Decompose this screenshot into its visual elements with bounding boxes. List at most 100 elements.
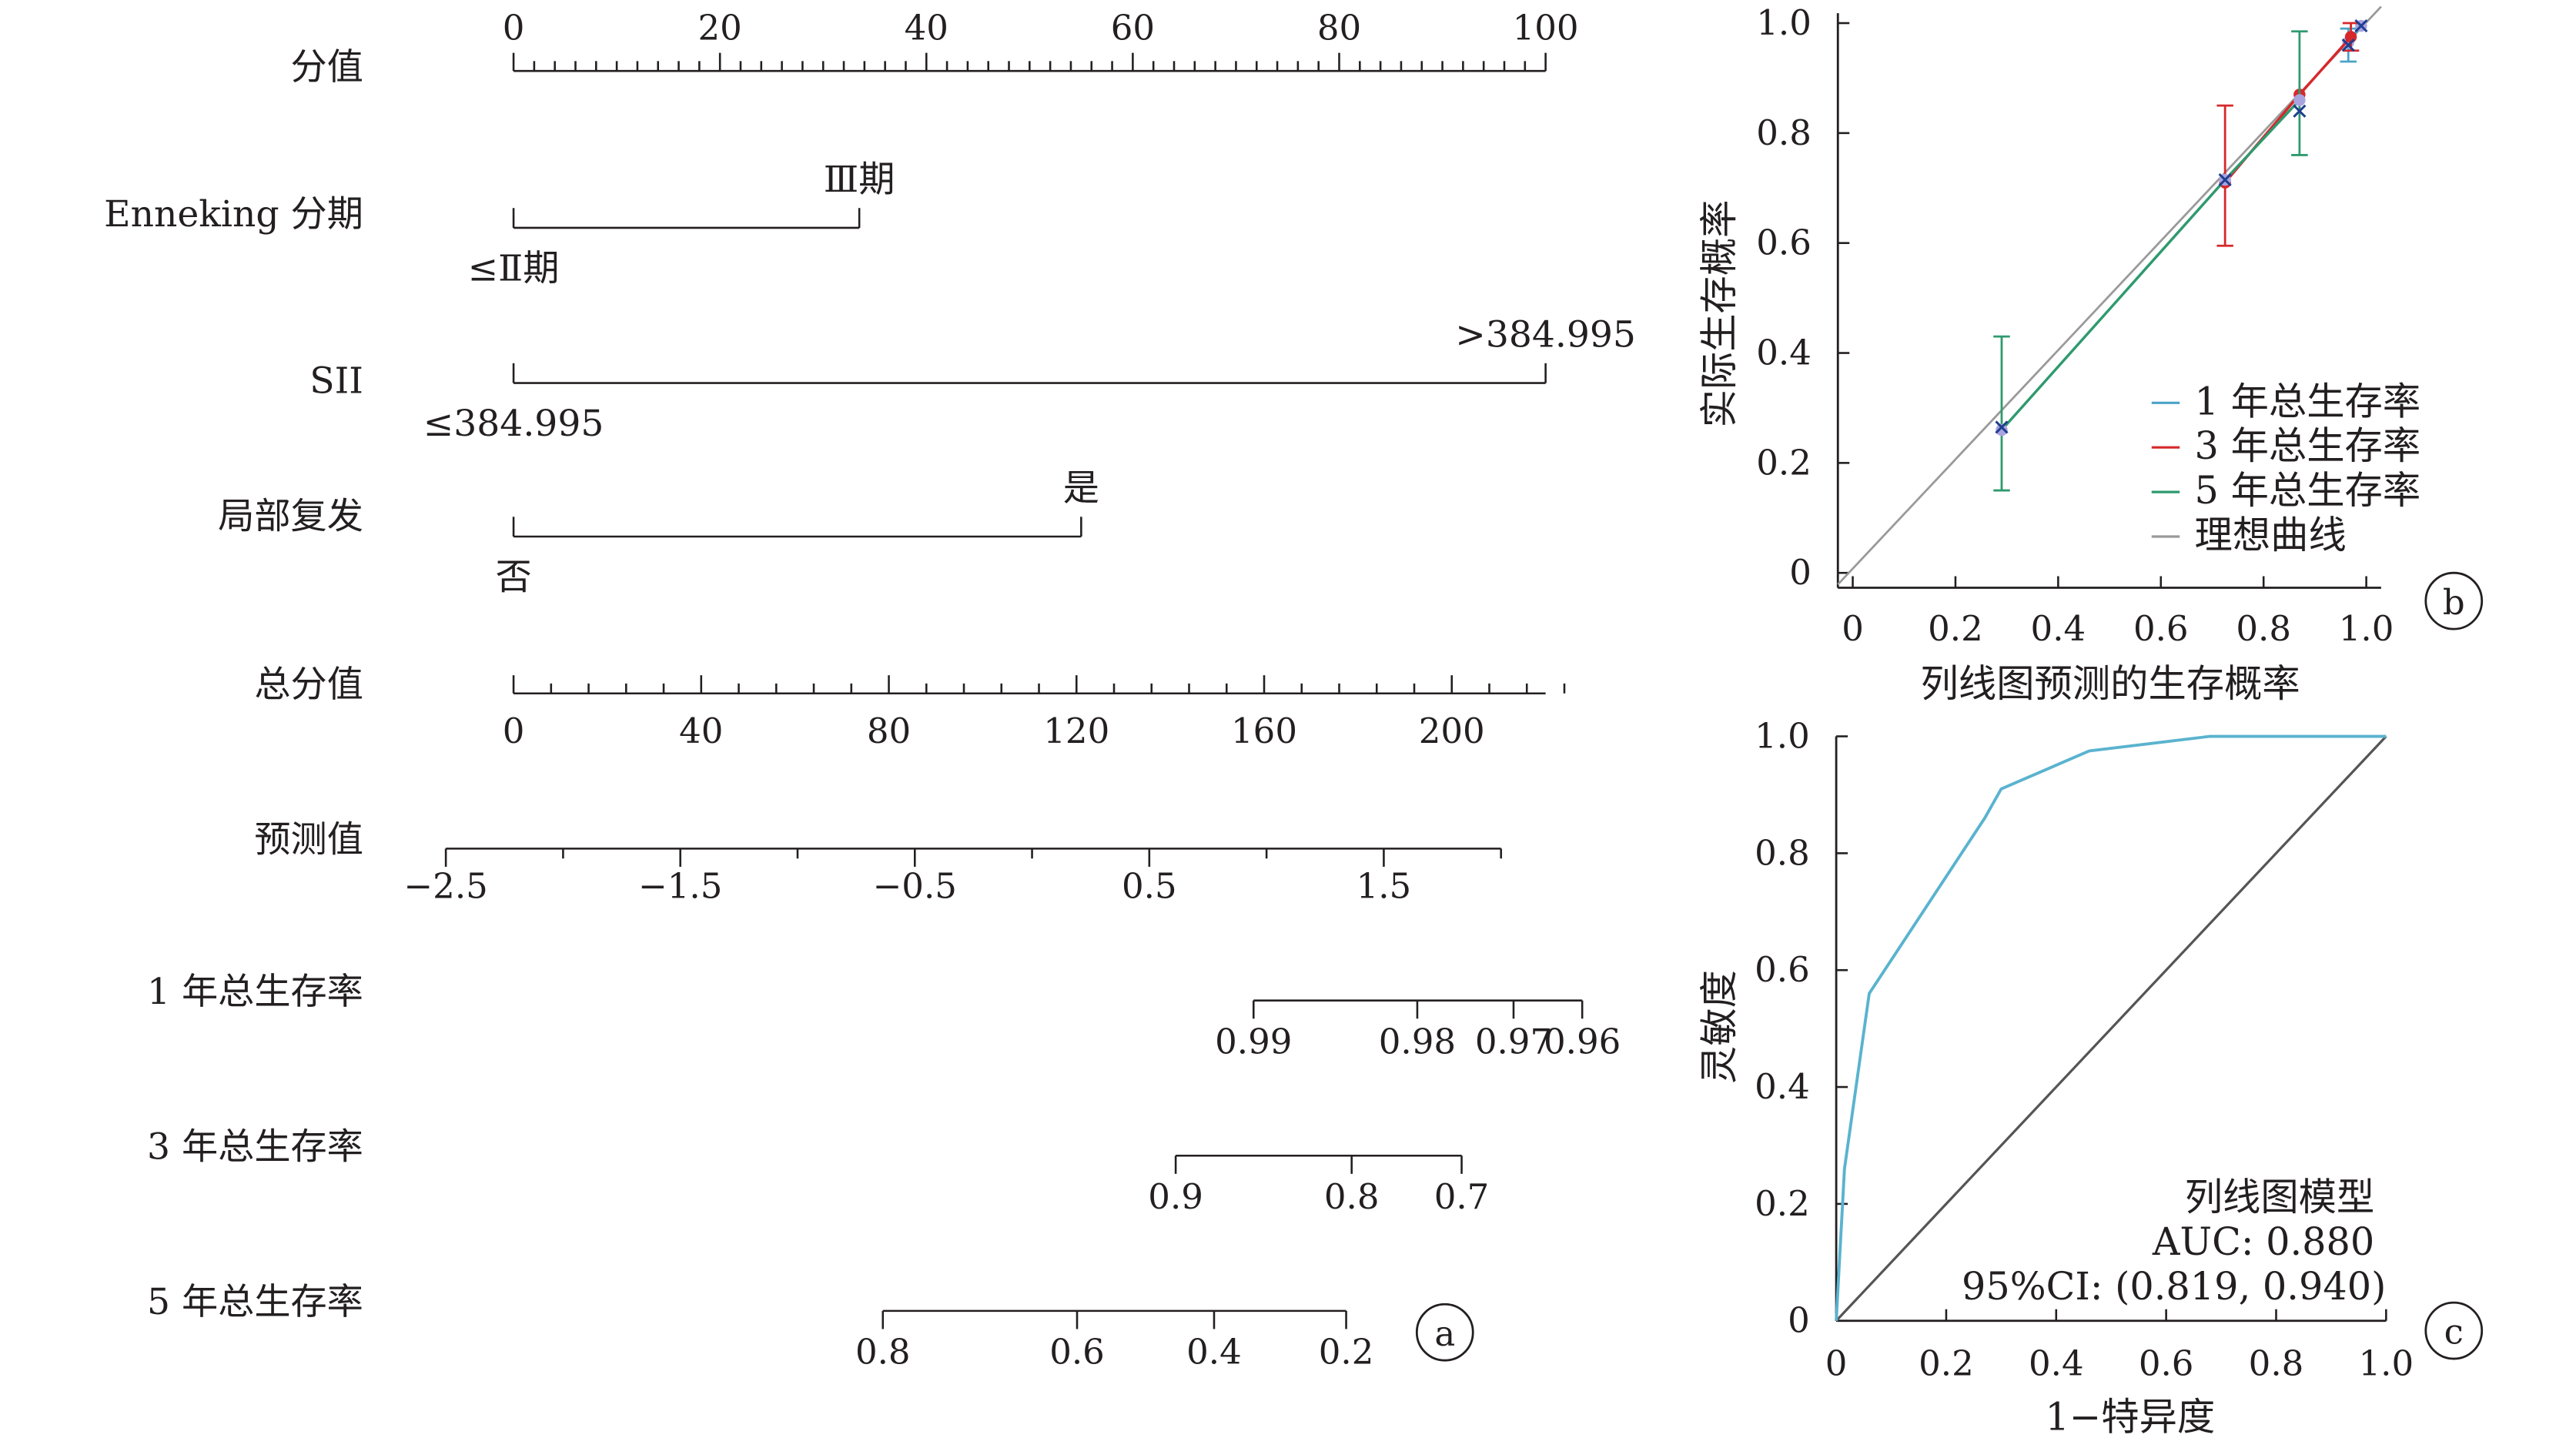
- row-label: 局部复发: [218, 495, 363, 537]
- nomogram-row-s1: 1 年总生存率 0.99 0.98 0.970.96: [147, 971, 1621, 1062]
- prob-tick-label: 0.98: [1379, 1021, 1456, 1062]
- tick-label: 0: [503, 7, 525, 48]
- y-tick-label: 0: [1788, 1300, 1810, 1341]
- tick-label: 80: [1317, 7, 1361, 48]
- tick-label: 100: [1513, 7, 1579, 48]
- row-label: 3 年总生存率: [147, 1126, 363, 1169]
- nomogram-row-points: 分值 0 20 40 60 80 100: [291, 7, 1579, 88]
- panel-label-circle: [1415, 1303, 1474, 1362]
- prob-tick-label: 0.97: [1475, 1021, 1552, 1062]
- x-marker: [1995, 420, 2009, 434]
- tick-label: 120: [1043, 711, 1109, 751]
- factor-low-label: 否: [495, 557, 531, 599]
- row-label: 预测值: [254, 819, 363, 861]
- nomogram-row-total: 总分值 0 40 80 120 160 200: [254, 664, 1566, 751]
- prob-tick-label: 0.8: [855, 1331, 911, 1372]
- nomogram-panel: 分值 0 20 40 60 80 100 Enneking 分期 ≤Ⅱ期 Ⅲ期 SII ≤384.99…: [104, 7, 1636, 1372]
- row-label: 总分值: [254, 664, 363, 706]
- x-tick-label: 0.6: [2133, 608, 2189, 649]
- ideal-line: [1837, 5, 2382, 586]
- nomogram-row-lp: 预测值 −2.5 −1.5 −0.5 0.5 1.5: [254, 819, 1502, 907]
- x-tick-label: 0.2: [1928, 608, 1983, 649]
- y-tick-label: 0.4: [1755, 1066, 1810, 1107]
- tick-label: 1.5: [1357, 866, 1412, 907]
- tick-label: −0.5: [873, 866, 957, 907]
- tick-label: 160: [1231, 711, 1297, 751]
- y-tick-label: 0.6: [1756, 222, 1812, 263]
- tick-label: −1.5: [638, 866, 722, 907]
- prob-tick-label: 0.7: [1434, 1176, 1490, 1217]
- nomogram-row-s3: 3 年总生存率 0.9 0.8 0.7: [147, 1126, 1489, 1217]
- tick-label: 40: [905, 7, 948, 48]
- annotation-auc: AUC: 0.880: [2152, 1219, 2374, 1264]
- x-axis-title: 列线图预测的生存概率: [1921, 661, 2300, 706]
- tick-label: 60: [1111, 7, 1155, 48]
- y-tick-label: 0.8: [1755, 832, 1810, 873]
- prob-tick-label: 0.2: [1319, 1331, 1374, 1372]
- x-tick-label: 0.2: [1919, 1343, 1974, 1384]
- annotation-ci: 95%CI: (0.819, 0.940): [1962, 1264, 2386, 1309]
- x-tick-label: 1.0: [2359, 1343, 2414, 1384]
- panel-label: c: [2444, 1312, 2464, 1353]
- y-tick-label: 0.6: [1755, 949, 1810, 990]
- legend-label: 5 年总生存率: [2195, 468, 2421, 513]
- x-tick-label: 1.0: [2339, 608, 2394, 649]
- y-tick-label: 0: [1789, 552, 1812, 593]
- data-point: [2293, 94, 2306, 106]
- reference-diagonal: [1835, 735, 2387, 1322]
- factor-high-label: 是: [1063, 467, 1099, 510]
- row-label: 分值: [291, 46, 363, 89]
- row-label: SII: [309, 360, 363, 402]
- y-tick-label: 1.0: [1756, 2, 1812, 43]
- tick-label: −2.5: [403, 866, 487, 907]
- y-tick-label: 0.2: [1756, 442, 1812, 483]
- tick-label: 80: [867, 711, 911, 751]
- prob-tick-label: 0.99: [1215, 1021, 1292, 1062]
- legend-label: 3 年总生存率: [2195, 423, 2421, 468]
- x-tick-label: 0: [1842, 608, 1864, 649]
- prob-tick-label: 0.6: [1049, 1331, 1105, 1372]
- x-tick-label: 0.4: [2031, 608, 2086, 649]
- x-axis-title: 1−特异度: [2046, 1394, 2216, 1438]
- x-tick-label: 0.4: [2029, 1343, 2084, 1384]
- y-tick-label: 0.8: [1756, 112, 1812, 153]
- panel-label: b: [2443, 582, 2465, 623]
- prob-tick-label: 0.96: [1544, 1021, 1621, 1062]
- nomogram-row-enneking: Enneking 分期 ≤Ⅱ期 Ⅲ期: [104, 159, 895, 290]
- panel-label: a: [1434, 1313, 1455, 1354]
- x-tick-label: 0: [1825, 1343, 1848, 1384]
- tick-label: 40: [679, 711, 723, 751]
- prob-tick-label: 0.8: [1324, 1176, 1380, 1217]
- nomogram-row-s5: 5 年总生存率 0.8 0.6 0.4 0.2: [147, 1281, 1373, 1372]
- tick-label: 200: [1419, 711, 1485, 751]
- y-tick-label: 0.4: [1756, 333, 1812, 373]
- tick-label: 0.5: [1122, 866, 1177, 907]
- prob-tick-label: 0.4: [1186, 1331, 1242, 1372]
- x-tick-label: 0.8: [2249, 1343, 2304, 1384]
- x-marker: [2354, 19, 2368, 33]
- y-tick-label: 1.0: [1755, 716, 1810, 757]
- factor-low-label: ≤384.995: [423, 403, 604, 445]
- roc-panel: 00 0.2 0.2 0.4 0.4 0.6 0.6 0.8 0.8 1.0 1.0 列线图模型AUC…: [1697, 716, 2484, 1438]
- x-marker: [2293, 104, 2307, 118]
- factor-high-label: >384.995: [1455, 313, 1636, 356]
- row-label: Enneking 分期: [104, 193, 363, 236]
- data-point: [1996, 423, 2008, 436]
- x-marker: [2218, 172, 2232, 187]
- factor-high-label: Ⅲ期: [824, 159, 895, 201]
- panel-label-circle: [2424, 571, 2484, 630]
- row-label: 5 年总生存率: [147, 1281, 363, 1323]
- tick-label: 0: [503, 711, 525, 751]
- nomogram-row-sii: SII ≤384.995 >384.995: [309, 313, 1636, 445]
- x-tick-label: 0.8: [2236, 608, 2291, 649]
- roc-curve: [1835, 734, 2387, 1321]
- row-label: 1 年总生存率: [147, 971, 363, 1013]
- factor-low-label: ≤Ⅱ期: [468, 248, 560, 290]
- x-marker: [2341, 38, 2355, 52]
- legend-label: 理想曲线: [2195, 513, 2347, 557]
- y-tick-label: 0.2: [1755, 1183, 1810, 1224]
- prob-tick-label: 0.9: [1148, 1176, 1203, 1217]
- calibration-panel: 00 0.2 0.2 0.4 0.4 0.6 0.6 0.8 0.8 1.0 1.0 1 年总生存率3…: [1697, 2, 2484, 706]
- y-axis-title: 实际生存概率: [1697, 200, 1741, 428]
